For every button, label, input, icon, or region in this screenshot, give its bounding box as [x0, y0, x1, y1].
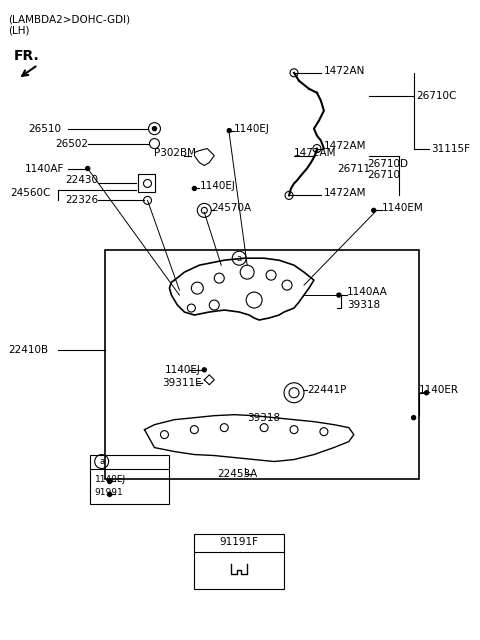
Text: 91991: 91991: [95, 488, 123, 497]
Circle shape: [153, 127, 156, 131]
Text: 24560C: 24560C: [10, 188, 50, 198]
Text: 22453A: 22453A: [217, 470, 257, 479]
Text: 1140EJ: 1140EJ: [234, 124, 270, 134]
Text: a: a: [99, 457, 104, 466]
Text: 1140AA: 1140AA: [347, 287, 388, 297]
Text: 22326: 22326: [65, 195, 98, 205]
Bar: [105, 250, 419, 479]
Text: 1140ER: 1140ER: [419, 385, 458, 395]
Text: 26710D: 26710D: [367, 159, 408, 168]
Text: 1472AM: 1472AM: [294, 148, 336, 157]
Circle shape: [202, 368, 206, 372]
Text: 1140EJ: 1140EJ: [199, 182, 235, 191]
Circle shape: [227, 129, 231, 132]
Circle shape: [337, 293, 341, 297]
Text: 22430: 22430: [65, 175, 98, 186]
Text: (LAMBDA2>DOHC-GDI): (LAMBDA2>DOHC-GDI): [8, 14, 130, 24]
Text: 1472AM: 1472AM: [324, 141, 366, 150]
Text: 24570A: 24570A: [211, 204, 252, 213]
Text: 1140EJ: 1140EJ: [95, 475, 126, 484]
Bar: [194, 534, 284, 589]
Circle shape: [108, 492, 112, 497]
Text: FR.: FR.: [14, 49, 40, 63]
Text: 22441P: 22441P: [307, 385, 347, 395]
Text: 1140EJ: 1140EJ: [165, 365, 200, 375]
Text: 1140EM: 1140EM: [382, 204, 423, 213]
Text: 31115F: 31115F: [432, 143, 470, 154]
Text: 39318: 39318: [247, 413, 280, 422]
Text: 39311E: 39311E: [162, 378, 202, 388]
Text: 91191F: 91191F: [220, 537, 259, 547]
Text: 26502: 26502: [55, 139, 88, 148]
Circle shape: [108, 479, 112, 483]
Text: 26710: 26710: [367, 170, 400, 180]
Text: 1472AM: 1472AM: [324, 188, 366, 198]
Bar: [138, 175, 156, 193]
Text: 1472AN: 1472AN: [324, 66, 365, 76]
Text: P302BM: P302BM: [155, 148, 196, 157]
Circle shape: [192, 186, 196, 191]
Circle shape: [86, 166, 90, 170]
Text: (LH): (LH): [8, 26, 29, 36]
Text: a: a: [237, 253, 242, 262]
Text: 39318: 39318: [347, 300, 380, 310]
Text: 22410B: 22410B: [8, 345, 48, 355]
Text: 26711: 26711: [337, 163, 370, 173]
Text: 26710C: 26710C: [417, 91, 457, 100]
Bar: [90, 454, 169, 504]
Text: 1140AF: 1140AF: [25, 163, 64, 173]
Text: 26510: 26510: [28, 124, 61, 134]
Circle shape: [425, 391, 429, 395]
Circle shape: [372, 209, 376, 212]
Circle shape: [412, 415, 416, 420]
